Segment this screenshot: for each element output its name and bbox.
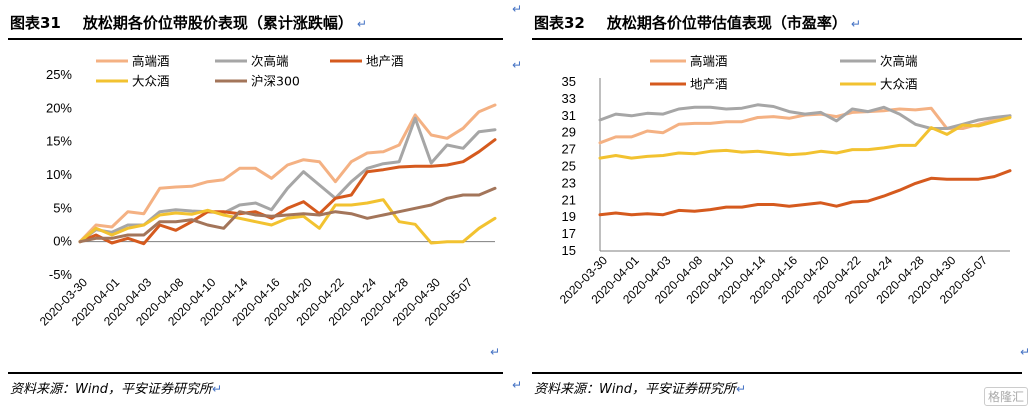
chart-title: 图表31 放松期各价位带股价表现（累计涨跌幅） ↵ — [10, 12, 367, 33]
paragraph-mark: ↵ — [512, 378, 523, 392]
paragraph-mark: ↵ — [1020, 345, 1031, 359]
series-line — [598, 103, 1012, 130]
chart-panel-stock-performance: 图表31 放松期各价位带股价表现（累计涨跌幅） ↵ -5% 0% 5% 10% 15% 20%… — [0, 0, 522, 410]
line-chart-pe-ratio: 15171921232527293133352020-03-302020-04-… — [557, 54, 1012, 307]
paragraph-mark: ↵ — [356, 17, 367, 31]
bottom-rule — [8, 372, 503, 374]
y-tick-label: 35 — [562, 74, 576, 89]
y-tick-label: 23 — [562, 175, 576, 190]
paragraph-mark: ↵ — [490, 345, 501, 359]
y-tick-label: 31 — [562, 108, 576, 123]
legend-label: 高端酒 — [690, 54, 728, 69]
y-tick-label: 15 — [562, 243, 576, 258]
paragraph-mark: ↵ — [735, 382, 747, 396]
y-tick-label: 20% — [46, 100, 72, 115]
source-note: 资料来源：Wind，平安证券研究所↵ — [10, 378, 222, 397]
y-tick-label: 29 — [562, 125, 576, 140]
y-tick-label: -5% — [49, 267, 73, 282]
figure-title: 放松期各价位带估值表现（市盈率） — [606, 14, 847, 32]
figure-number: 图表31 — [10, 14, 61, 32]
y-tick-label: 27 — [562, 142, 576, 157]
series-line — [78, 198, 497, 245]
y-tick-label: 15% — [46, 134, 72, 149]
watermark-logo: 格隆汇 — [983, 387, 1028, 406]
paragraph-mark: ↵ — [512, 2, 523, 16]
y-tick-label: 17 — [562, 226, 576, 241]
top-rule — [8, 38, 503, 40]
top-rule — [532, 38, 1022, 40]
y-tick-label: 33 — [562, 91, 576, 106]
legend-label: 次高端 — [880, 54, 918, 69]
source-text: 资料来源：Wind，平安证券研究所 — [534, 382, 736, 397]
y-tick-label: 25% — [46, 67, 72, 82]
legend-label: 高端酒 — [132, 54, 170, 69]
y-tick-label: 0% — [53, 234, 72, 249]
legend-label: 大众酒 — [880, 77, 918, 92]
bottom-rule — [532, 372, 1022, 374]
series-line — [78, 138, 497, 246]
y-tick-label: 21 — [562, 192, 576, 207]
legend-label: 次高端 — [251, 54, 289, 69]
y-tick-label: 19 — [562, 209, 576, 224]
chart-panel-valuation: 图表32 放松期各价位带估值表现（市盈率） ↵ 15 17 19 21 23 25 27 29 31… — [520, 0, 1034, 410]
y-tick-label: 10% — [46, 167, 72, 182]
y-tick-label: 25 — [562, 159, 576, 174]
paragraph-mark: ↵ — [512, 58, 523, 72]
paragraph-mark: ↵ — [850, 17, 861, 31]
source-note: 资料来源：Wind，平安证券研究所↵ — [534, 378, 746, 397]
legend-label: 地产酒 — [366, 54, 404, 69]
series-line — [598, 169, 1012, 217]
y-tick-label: 5% — [53, 200, 72, 215]
figure-number: 图表32 — [534, 14, 585, 32]
legend-label: 地产酒 — [690, 77, 728, 92]
series-line — [78, 103, 497, 244]
series-line — [598, 116, 1012, 160]
legend-label: 沪深300 — [251, 74, 300, 89]
paragraph-mark: ↵ — [211, 382, 223, 396]
figure-title: 放松期各价位带股价表现（累计涨跌幅） — [82, 14, 353, 32]
line-chart-cumulative-return: -5%0%5%10%15%20%25%2020-03-302020-04-012… — [37, 54, 497, 329]
chart-title: 图表32 放松期各价位带估值表现（市盈率） ↵ — [534, 12, 861, 33]
series-line — [78, 186, 497, 244]
source-text: 资料来源：Wind，平安证券研究所 — [10, 382, 212, 397]
legend-label: 大众酒 — [132, 74, 170, 89]
